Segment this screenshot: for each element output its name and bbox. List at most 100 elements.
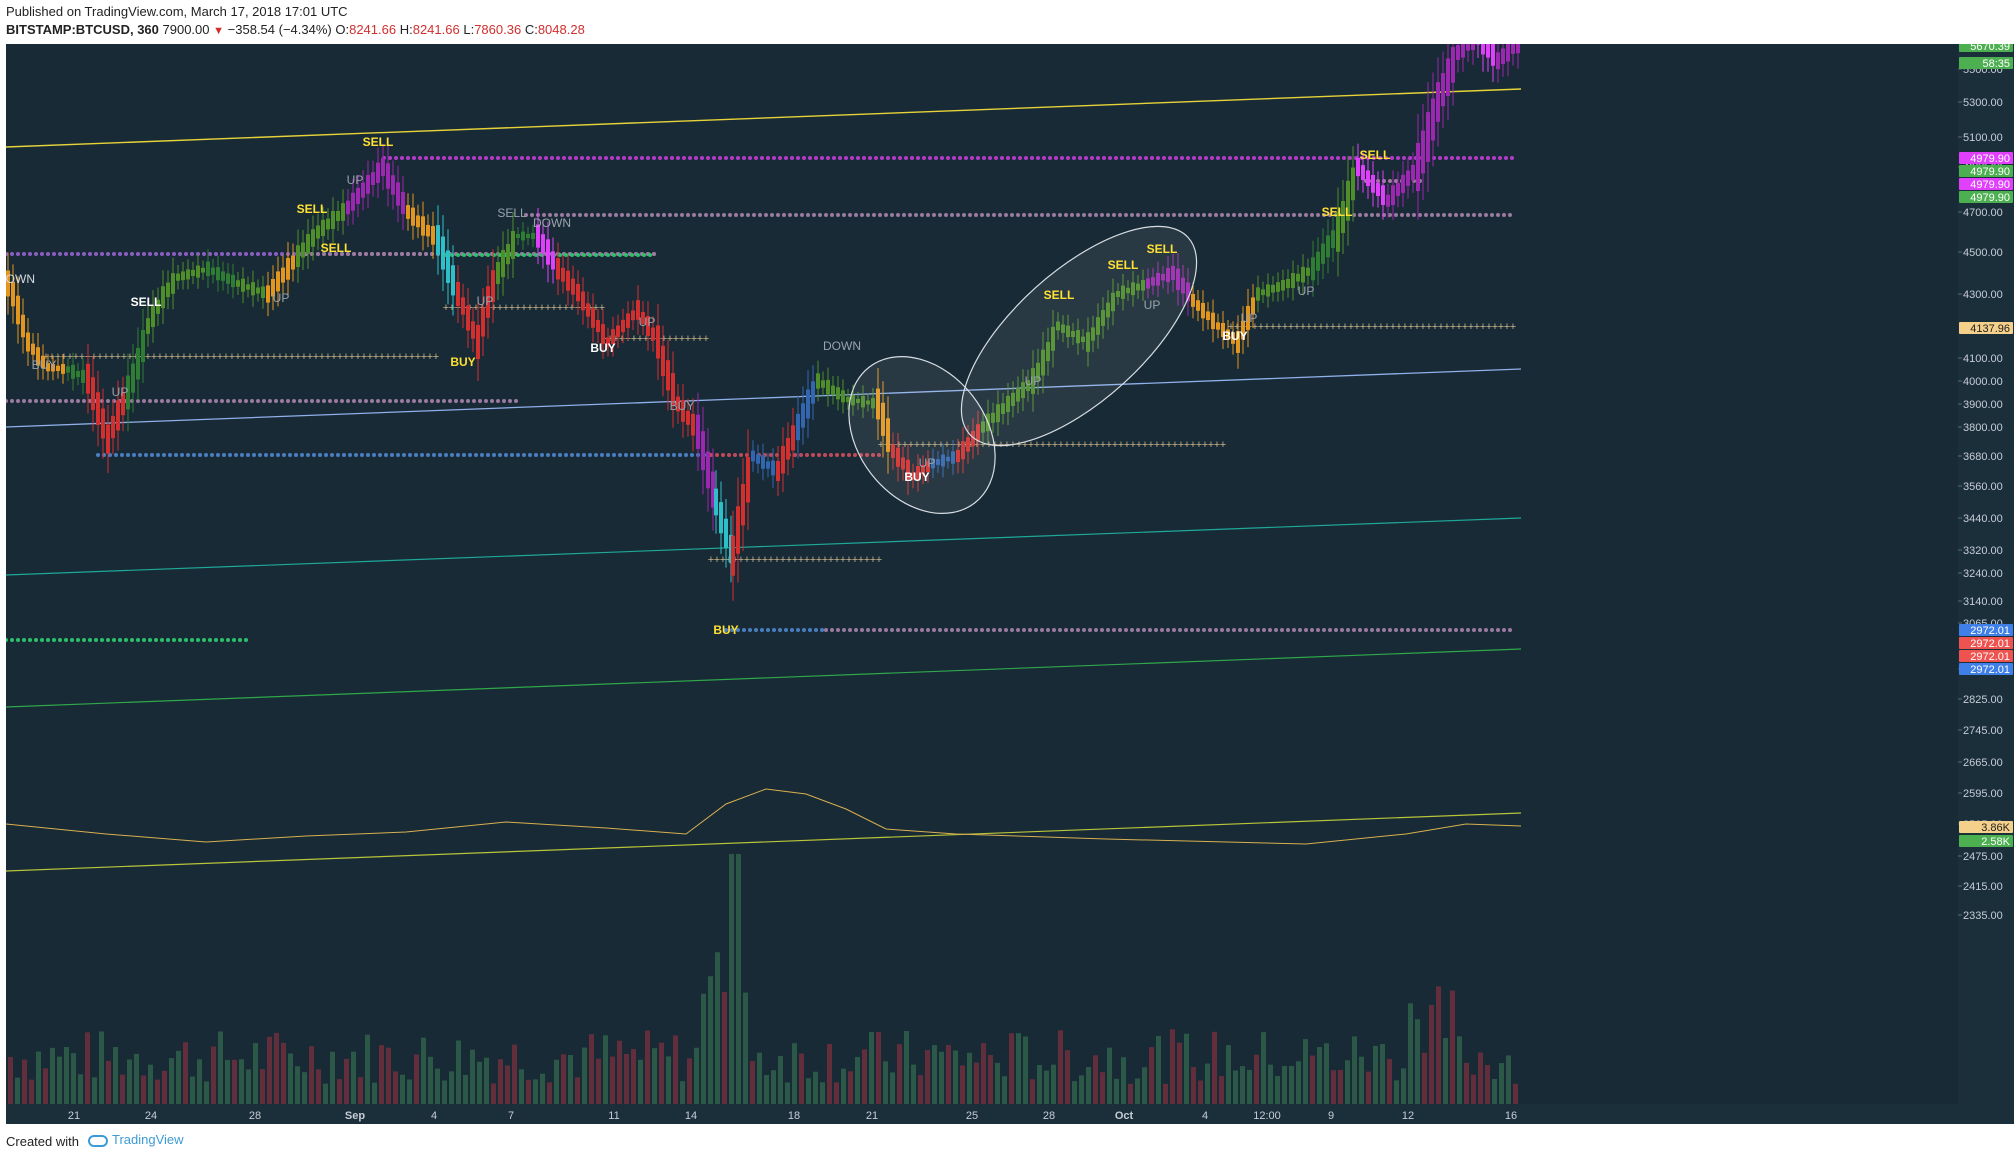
price-chart-svg[interactable]: + + + + + + + + + + + + + + + + + + ++ + + + + + + + + + + + ++ + + + + + + +… [6,44,2014,1124]
volume-bar [911,1064,916,1104]
level-dot [548,213,552,217]
level-dot [1492,156,1496,160]
level-dot [884,628,888,632]
candle-body [236,280,240,287]
level-dot [1238,628,1242,632]
level-dot [1268,213,1272,217]
level-dot [914,628,918,632]
level-dot [426,453,430,457]
level-dot [28,399,32,403]
symbol-label[interactable]: BITSTAMP:BTCUSD, 360 [6,22,159,37]
level-marker: + [840,554,846,566]
volume-bar [834,1082,839,1104]
level-dot [560,213,564,217]
candle-body [661,345,665,377]
price-axis[interactable] [1958,44,2014,1124]
level-dot [706,156,710,160]
level-marker: + [1046,439,1052,451]
time-axis[interactable] [6,1104,1958,1124]
level-marker: + [980,439,986,451]
level-dot [88,638,92,642]
volume-bar [1128,1083,1133,1104]
time-tick-label: 24 [145,1110,157,1122]
price-tick-label: 4500.00 [1963,247,2003,259]
level-dot [334,252,338,256]
level-dot [408,453,412,457]
level-dot [1274,213,1278,217]
volume-bar [218,1031,223,1104]
volume-bar [1156,1035,1161,1104]
level-marker: + [421,351,427,363]
level-marker: + [703,333,709,345]
level-dot [1480,156,1484,160]
level-dot [922,156,926,160]
level-dot [130,638,134,642]
candle-body [531,232,535,240]
candle-body [876,388,880,420]
volume-bar [1359,1056,1364,1104]
level-dot [70,399,74,403]
level-dot [418,252,422,256]
level-dot [1424,213,1428,217]
tradingview-logo[interactable]: TradingView [88,1132,184,1147]
candle-body [1166,268,1170,283]
signal-label: BUY [32,358,57,372]
level-marker: + [1106,439,1112,451]
price-tick-label: 3320.00 [1963,545,2003,557]
level-dot [70,638,74,642]
level-marker: + [373,351,379,363]
level-dot [956,213,960,217]
level-dot [1036,156,1040,160]
level-dot [811,453,815,457]
level-marker: + [870,554,876,566]
candle-body [1431,98,1435,141]
volume-bar [862,1049,867,1104]
level-dot [958,156,962,160]
level-dot [1232,628,1236,632]
candle-body [136,348,140,380]
level-dot [1394,628,1398,632]
level-dot [120,453,124,457]
level-dot [162,453,166,457]
level-dot [382,252,386,256]
level-marker: + [253,351,259,363]
level-dot [952,156,956,160]
level-dot [82,399,86,403]
level-dot [534,253,538,257]
level-marker: + [313,351,319,363]
level-dot [52,399,56,403]
candle-body [1436,82,1440,122]
volume-bar [659,1042,664,1104]
candle-body [1131,282,1135,296]
candle-body [81,369,85,383]
volume-bar [1387,1059,1392,1104]
level-dot [106,399,110,403]
level-marker: + [798,554,804,566]
level-dot [220,252,224,256]
level-dot [16,638,20,642]
volume-bar [638,1059,643,1104]
level-marker: + [97,351,103,363]
chart-area[interactable]: + + + + + + + + + + + + + + + + + + + + + + + + + + + + + + + + + + + + + + + +… [6,44,2014,1124]
level-marker: + [661,333,667,345]
level-dot [300,453,304,457]
level-marker: + [61,351,67,363]
candle-body [161,286,165,309]
level-marker: + [1172,439,1178,451]
level-dot [823,453,827,457]
level-dot [442,156,446,160]
level-dot [1376,628,1380,632]
level-dot [618,453,622,457]
level-dot [1030,156,1034,160]
candle-body [361,182,365,198]
volume-bar [246,1069,251,1104]
level-marker: + [697,333,703,345]
level-dot [902,628,906,632]
level-marker: + [1088,439,1094,451]
level-dot [460,156,464,160]
candle-body [521,231,525,241]
candle-body [1156,272,1160,286]
level-marker: + [169,351,175,363]
level-dot [574,156,578,160]
candle-body [541,234,545,254]
